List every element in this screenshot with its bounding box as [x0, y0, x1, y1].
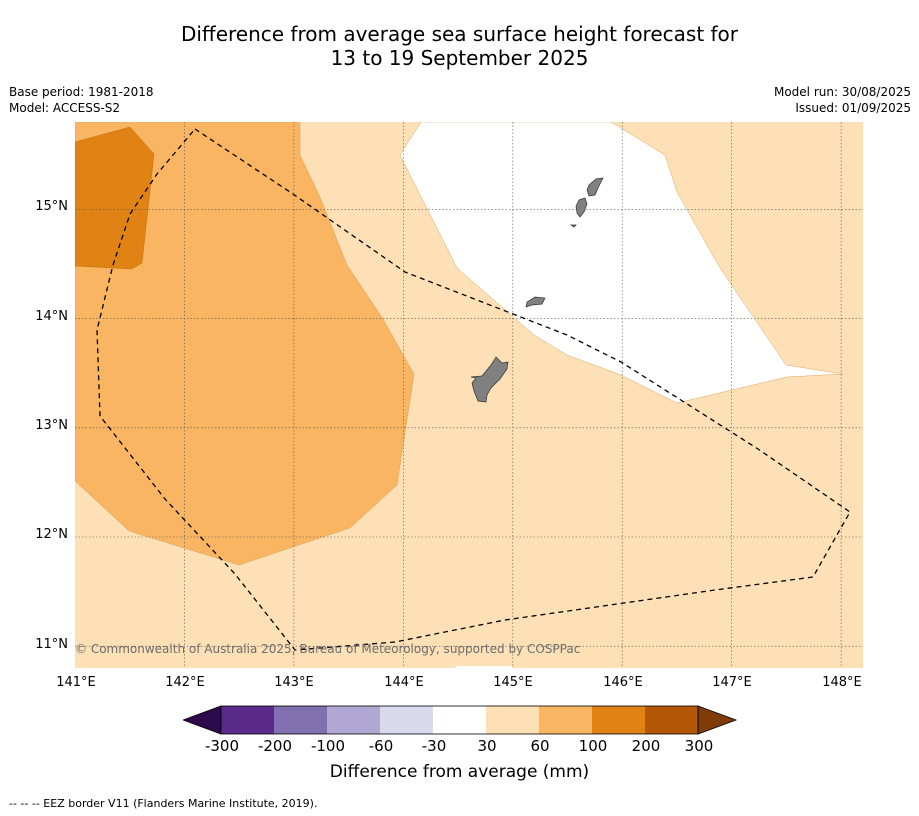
lat-label-13n: 13°N: [35, 418, 68, 433]
lat-label-15n: 15°N: [35, 199, 68, 214]
issued-date: Issued: 01/09/2025: [795, 101, 911, 115]
base-period: Base period: 1981-2018: [9, 85, 154, 99]
colorbar-tick: -100: [310, 737, 346, 755]
colorbar-tick: -300: [204, 737, 240, 755]
title-line-1: Difference from average sea surface heig…: [180, 22, 739, 46]
anomaly-60-100-region: [75, 122, 415, 566]
graticule: [75, 122, 863, 668]
guam-island: [470, 356, 509, 403]
model-run: Model run: 30/08/2025: [773, 85, 911, 99]
lon-label-142e: 142°E: [165, 675, 205, 690]
lat-label-14n: 14°N: [35, 309, 68, 324]
model-name: Model: ACCESS-S2: [9, 101, 121, 115]
colorbar-bin: [433, 706, 486, 734]
tinian-island: [575, 197, 588, 218]
lon-label-148e: 148°E: [822, 675, 862, 690]
colorbar-bin: [221, 706, 274, 734]
colorbar-bin: [592, 706, 645, 734]
colorbar-bin: [327, 706, 380, 734]
colorbar-outline: [220, 705, 699, 735]
meta-right: Model run: 30/08/2025 Issued: 01/09/2025: [774, 84, 911, 116]
colorbar-bin: [645, 706, 698, 734]
colorbar-tick: 100: [578, 737, 608, 755]
anomaly-100-200-region: [75, 126, 155, 270]
colorbar-bin: [486, 706, 539, 734]
colorbar-tick: -200: [257, 737, 293, 755]
colorbar-label: Difference from average (mm): [329, 762, 590, 782]
colorbar-extend-min: [183, 705, 222, 735]
lon-label-147e: 147°E: [712, 675, 752, 690]
copyright-text: © Commonwealth of Australia 2025, Bureau…: [75, 642, 581, 656]
title-line-2: 13 to 19 September 2025: [330, 46, 589, 70]
colorbar-tick: 200: [631, 737, 661, 755]
anomaly-zero-region: [399, 122, 844, 404]
colorbar-bin: [539, 706, 592, 734]
aguijan-islet: [569, 224, 577, 228]
meta-left: Base period: 1981-2018 Model: ACCESS-S2: [9, 84, 154, 116]
lat-label-11n: 11°N: [35, 637, 68, 652]
eez-legend-footnote: -- -- -- EEZ border V11 (Flanders Marine…: [9, 797, 318, 810]
colorbar-bin: [274, 706, 327, 734]
anomaly-zero-sliver: [456, 666, 512, 668]
colorbar: [183, 705, 738, 735]
lon-label-143e: 143°E: [274, 675, 314, 690]
colorbar-extend-max: [697, 705, 738, 735]
colorbar-tick: -30: [421, 737, 447, 755]
colorbar-tick: 300: [684, 737, 714, 755]
land-masses: [470, 177, 604, 403]
lon-label-144e: 144°E: [384, 675, 424, 690]
saipan-island: [586, 177, 604, 197]
colorbar-tick: 30: [477, 737, 497, 755]
map-panel: [75, 122, 863, 668]
rota-island: [525, 296, 546, 308]
lat-label-12n: 12°N: [35, 527, 68, 542]
colorbar-tick: -60: [368, 737, 394, 755]
colorbar-bin: [380, 706, 433, 734]
lon-label-141e: 141°E: [56, 675, 96, 690]
colorbar-tick: 60: [530, 737, 550, 755]
lon-label-145e: 145°E: [493, 675, 533, 690]
lon-label-146e: 146°E: [603, 675, 643, 690]
